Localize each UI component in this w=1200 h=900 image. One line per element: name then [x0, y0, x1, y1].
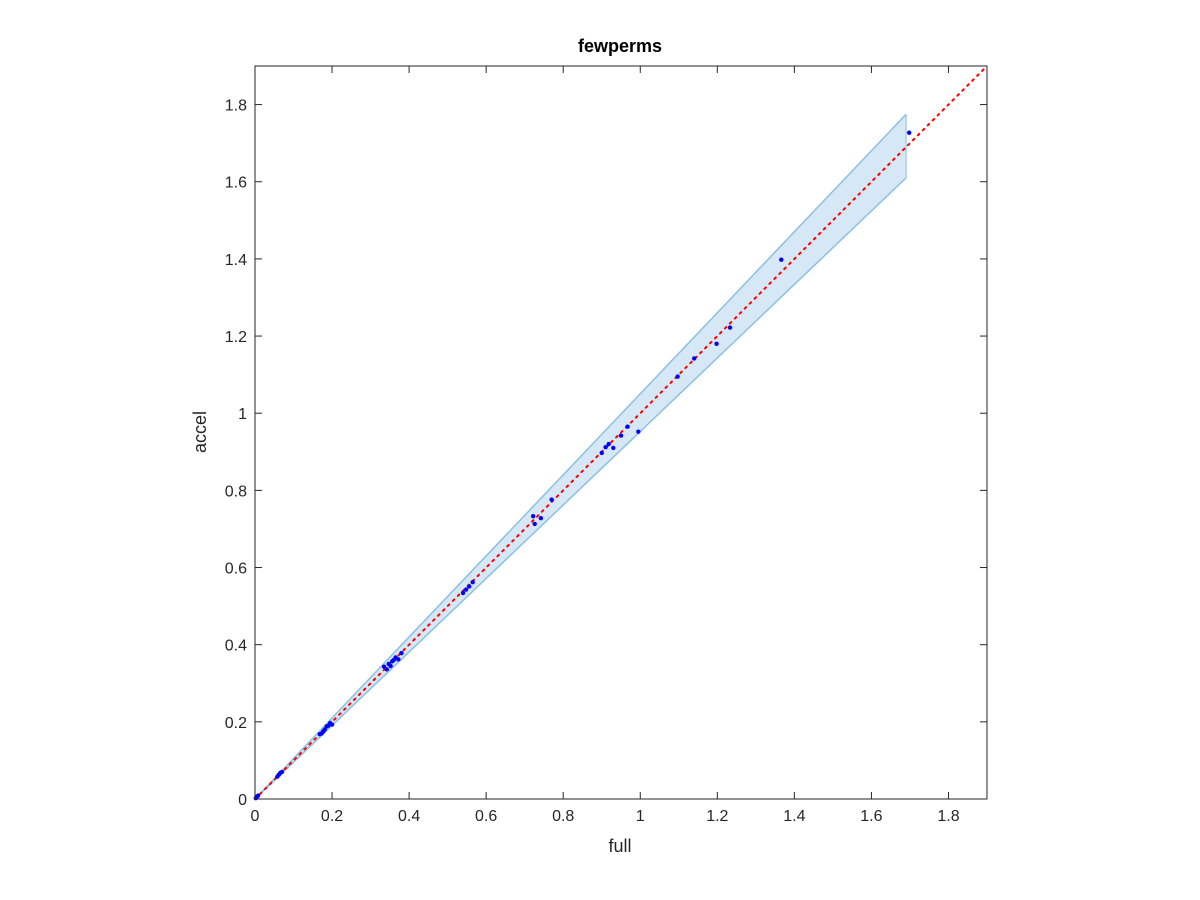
chart-title: fewperms	[578, 36, 662, 56]
x-tick-label: 0.6	[475, 808, 497, 825]
data-point	[779, 257, 784, 262]
data-point	[611, 445, 616, 451]
y-axis: 0 0.2 0.4 0.6 0.8 1 1.2 1.4 1.6 1.8	[225, 98, 987, 809]
data-point	[532, 521, 537, 527]
y-tick-label: 1.2	[225, 329, 247, 346]
data-point	[727, 325, 733, 330]
plot-area	[254, 65, 988, 800]
data-point	[606, 441, 611, 447]
identity-dotted-line	[254, 65, 988, 800]
x-tick-label: 1.4	[783, 808, 805, 825]
band-upper-edge	[254, 113, 907, 800]
y-axis-label: accel	[190, 411, 210, 453]
data-point	[396, 657, 401, 662]
data-point	[625, 424, 630, 429]
x-tick-label: 0.4	[398, 808, 420, 825]
identity-line	[254, 65, 988, 800]
x-tick-label: 0	[251, 808, 260, 825]
band-lower-edge	[254, 177, 907, 800]
x-axis-label: full	[608, 836, 631, 856]
data-point	[399, 650, 404, 656]
y-tick-label: 1.6	[225, 175, 247, 192]
data-point	[463, 587, 469, 592]
y-tick-label: 1.8	[225, 98, 247, 115]
x-tick-label: 0.8	[552, 808, 574, 825]
x-tick-label: 0.2	[321, 808, 343, 825]
data-point	[381, 664, 387, 669]
data-point	[329, 722, 335, 727]
data-point	[384, 667, 389, 672]
data-point	[603, 444, 608, 450]
data-point	[530, 514, 536, 519]
data-point	[636, 429, 641, 434]
x-tick-label: 1.6	[860, 808, 882, 825]
x-tick-label: 1.2	[706, 808, 728, 825]
data-point	[618, 433, 624, 438]
y-tick-label: 0.2	[225, 715, 247, 732]
y-tick-label: 1.4	[225, 252, 247, 269]
data-point	[549, 497, 554, 502]
data-point	[460, 590, 466, 596]
data-point	[279, 769, 285, 775]
data-points	[253, 130, 912, 801]
y-tick-label: 0.6	[225, 561, 247, 578]
data-point	[906, 130, 912, 135]
data-point	[538, 515, 544, 521]
data-point	[255, 793, 261, 798]
x-axis: 0 0.2 0.4 0.6 0.8 1 1.2 1.4 1.6 1.8	[251, 66, 960, 825]
y-tick-label: 0	[238, 792, 247, 809]
y-tick-label: 0.8	[225, 483, 247, 500]
y-tick-label: 0.4	[225, 638, 247, 655]
data-point	[692, 356, 697, 361]
y-tick-label: 1	[238, 406, 247, 423]
x-tick-label: 1.8	[937, 808, 959, 825]
data-point	[470, 579, 475, 585]
data-point	[714, 341, 719, 346]
data-point	[467, 584, 472, 589]
data-point	[599, 450, 604, 456]
data-point	[388, 663, 393, 669]
confidence-band	[254, 113, 907, 800]
data-point	[675, 374, 680, 379]
x-tick-label: 1	[636, 808, 645, 825]
